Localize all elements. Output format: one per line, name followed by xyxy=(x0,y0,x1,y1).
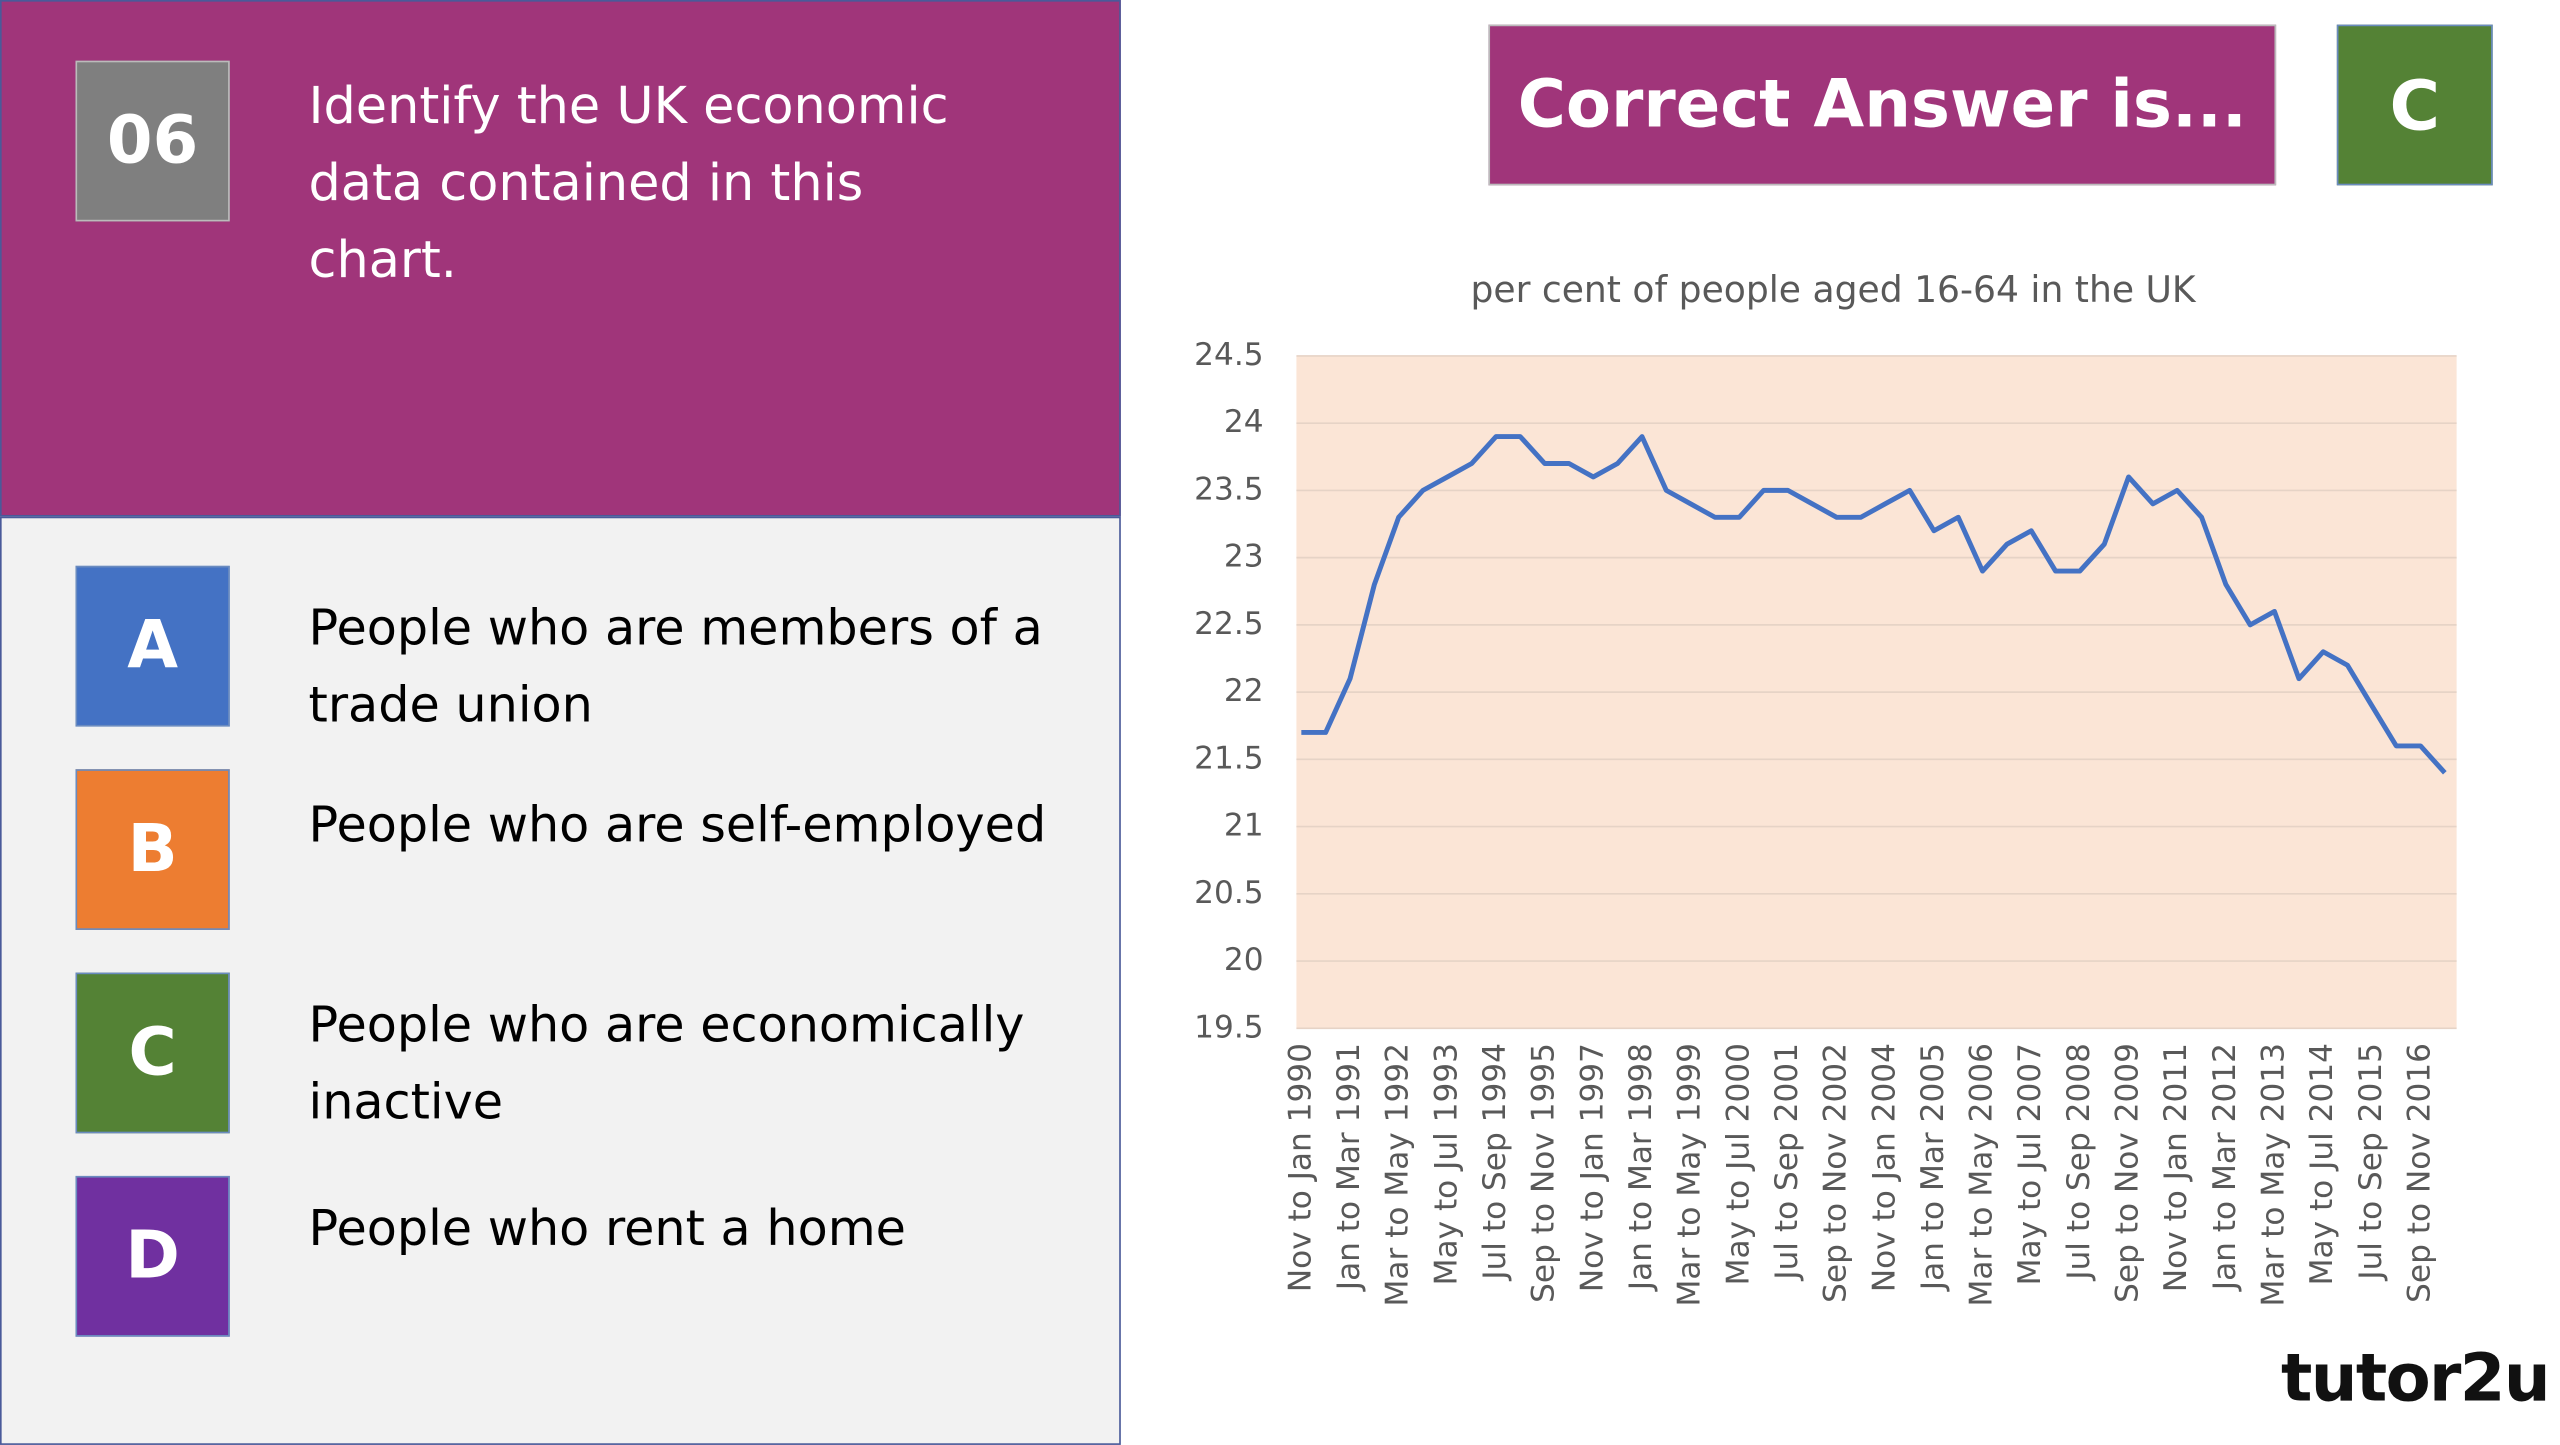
y-tick-label: 22.5 xyxy=(1194,606,1263,642)
y-tick-label: 20 xyxy=(1224,942,1264,978)
line xyxy=(1301,434,2447,775)
answer-label: Correct Answer is... xyxy=(1488,24,2277,186)
question-number: 06 xyxy=(75,60,230,222)
x-tick-label: Mar to May 2013 xyxy=(2256,1043,2292,1306)
x-tick-label: May to Jul 2007 xyxy=(2012,1043,2048,1285)
option-text[interactable]: People who rent a home xyxy=(308,1200,906,1258)
x-tick-label: Sep to Nov 2009 xyxy=(2110,1043,2146,1303)
x-tick-label: Mar to May 1992 xyxy=(1380,1043,1416,1306)
x-tick-label: May to Jul 2014 xyxy=(2304,1043,2340,1285)
x-tick-label: Nov to Jan 1997 xyxy=(1574,1043,1610,1292)
x-tick-label: Sep to Nov 2002 xyxy=(1818,1043,1854,1303)
option-letter[interactable]: B xyxy=(75,769,230,930)
y-tick-label: 23 xyxy=(1224,539,1264,575)
option-text[interactable]: People who are economically inactive xyxy=(308,997,1025,1132)
question-text: Identify the UK economic data contained … xyxy=(308,77,949,291)
y-tick-label: 24 xyxy=(1224,404,1264,440)
answer-letter: C xyxy=(2336,24,2493,186)
y-tick-label: 21.5 xyxy=(1194,740,1263,776)
option-letter[interactable]: D xyxy=(75,1175,230,1337)
x-tick-label: Jan to Mar 2005 xyxy=(1915,1043,1951,1292)
x-tick-label: May to Jul 2000 xyxy=(1720,1043,1756,1285)
option-text[interactable]: People who are self-employed xyxy=(308,797,1047,855)
x-tick-label: Jan to Mar 2012 xyxy=(2207,1043,2243,1292)
x-tick-label: Jul to Sep 2001 xyxy=(1769,1043,1805,1282)
y-tick-label: 22 xyxy=(1224,673,1264,709)
x-tick-label: May to Jul 1993 xyxy=(1428,1043,1464,1285)
option-letter[interactable]: A xyxy=(75,565,230,727)
y-tick-label: 23.5 xyxy=(1194,471,1263,507)
logo: tutor2u xyxy=(2281,1341,2551,1418)
y-tick-label: 20.5 xyxy=(1194,875,1263,911)
y-tick-label: 24.5 xyxy=(1194,337,1263,373)
x-tick-label: Nov to Jan 1990 xyxy=(1282,1043,1318,1292)
x-tick-label: Sep to Nov 2016 xyxy=(2402,1043,2438,1303)
y-tick-label: 19.5 xyxy=(1194,1009,1263,1045)
x-tick-label: Nov to Jan 2011 xyxy=(2158,1043,2194,1292)
x-tick-label: Mar to May 2006 xyxy=(1964,1043,2000,1306)
option-text[interactable]: People who are members of a trade union xyxy=(308,600,1043,735)
option-letter[interactable]: C xyxy=(75,972,230,1134)
x-tick-label: Jul to Sep 1994 xyxy=(1477,1043,1513,1282)
x-tick-label: Jul to Sep 2008 xyxy=(2061,1043,2097,1282)
x-tick-label: Mar to May 1999 xyxy=(1672,1043,1708,1306)
x-tick-label: Jan to Mar 1991 xyxy=(1331,1043,1367,1292)
chart-title: per cent of people aged 16-64 in the UK xyxy=(1470,269,2196,311)
x-tick-label: Jan to Mar 1998 xyxy=(1623,1043,1659,1292)
x-tick-label: Nov to Jan 2004 xyxy=(1866,1043,1902,1292)
x-tick-label: Sep to Nov 1995 xyxy=(1526,1043,1562,1303)
x-tick-label: Jul to Sep 2015 xyxy=(2353,1043,2389,1282)
y-tick-label: 21 xyxy=(1224,808,1264,844)
